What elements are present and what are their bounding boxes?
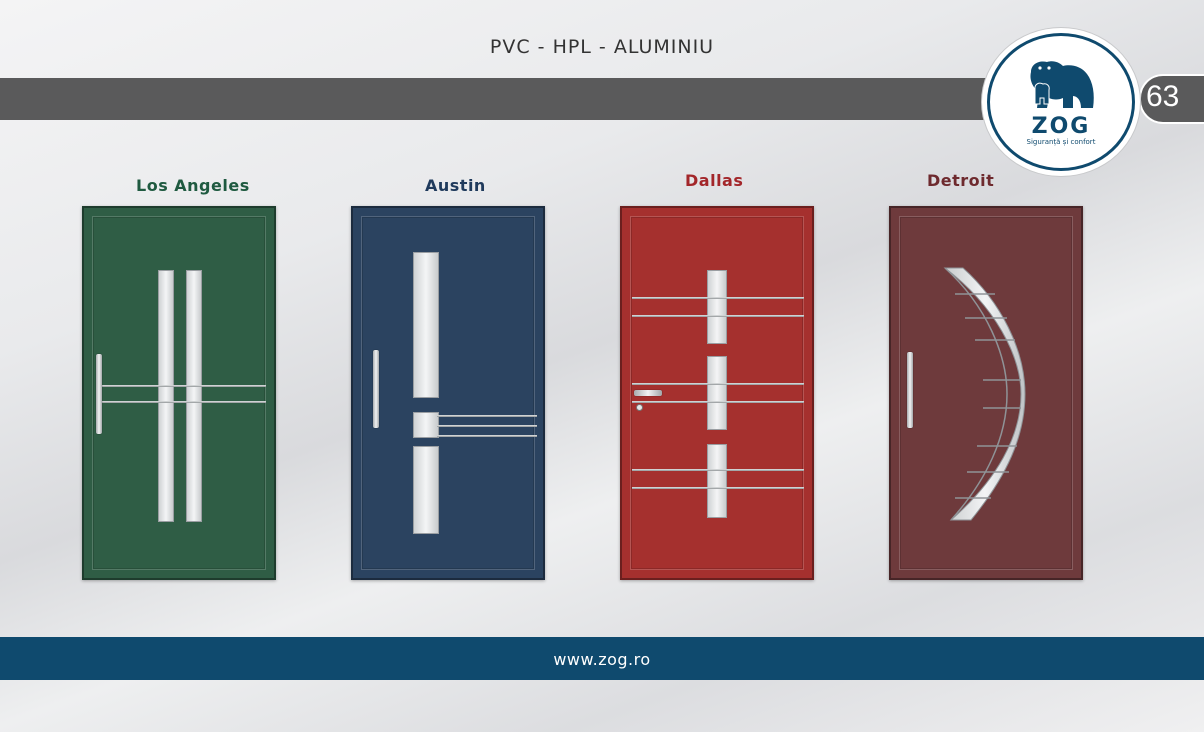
- door-handle[interactable]: [373, 350, 379, 428]
- zog-logo: ZOG Siguranță și confort: [987, 33, 1135, 171]
- decorative-groove: [437, 435, 537, 437]
- door-label-detroit: Detroit: [927, 171, 995, 190]
- footer-bar: [0, 637, 1204, 680]
- glass-panel: [707, 270, 727, 344]
- decorative-groove: [96, 385, 266, 387]
- glass-panel: [413, 412, 439, 438]
- catalog-header-title: PVC - HPL - ALUMINIU: [489, 36, 715, 58]
- door-label-austin: Austin: [425, 176, 486, 195]
- glass-strip: [186, 270, 202, 522]
- door-inner-panel: [630, 216, 804, 570]
- decorative-groove: [632, 487, 804, 489]
- footer-website-link[interactable]: www.zog.ro: [553, 650, 651, 669]
- door-los-angeles[interactable]: [82, 206, 276, 580]
- glass-panel: [413, 446, 439, 534]
- door-inner-panel: [361, 216, 535, 570]
- door-handle[interactable]: [907, 352, 913, 428]
- door-inner-panel: [92, 216, 266, 570]
- decorative-groove: [632, 401, 804, 403]
- decorative-groove: [632, 383, 804, 385]
- decorative-groove: [437, 425, 537, 427]
- decorative-groove: [632, 315, 804, 317]
- decorative-groove: [632, 297, 804, 299]
- logo-tagline: Siguranță și confort: [1026, 137, 1096, 146]
- keyhole-icon: [636, 404, 643, 411]
- bear-logo-icon: [1030, 60, 1094, 108]
- door-dallas[interactable]: [620, 206, 814, 580]
- page-number: 63: [1146, 80, 1180, 113]
- curved-glass-arc-icon: [943, 267, 1026, 521]
- door-handle[interactable]: [96, 354, 102, 434]
- lever-handle[interactable]: [634, 390, 662, 396]
- door-detroit[interactable]: [889, 206, 1083, 580]
- decorative-groove: [632, 469, 804, 471]
- glass-panel: [707, 356, 727, 430]
- door-label-dallas: Dallas: [685, 171, 744, 190]
- glass-panel: [413, 252, 439, 398]
- glass-panel: [707, 444, 727, 518]
- door-austin[interactable]: [351, 206, 545, 580]
- logo-wordmark: ZOG: [1031, 113, 1091, 139]
- header-bar: [0, 78, 990, 120]
- glass-strip: [158, 270, 174, 522]
- decorative-groove: [96, 401, 266, 403]
- decorative-groove: [437, 415, 537, 417]
- door-label-los-angeles: Los Angeles: [136, 176, 250, 195]
- door-inner-panel: [899, 216, 1073, 570]
- page-number-box: [1141, 76, 1204, 122]
